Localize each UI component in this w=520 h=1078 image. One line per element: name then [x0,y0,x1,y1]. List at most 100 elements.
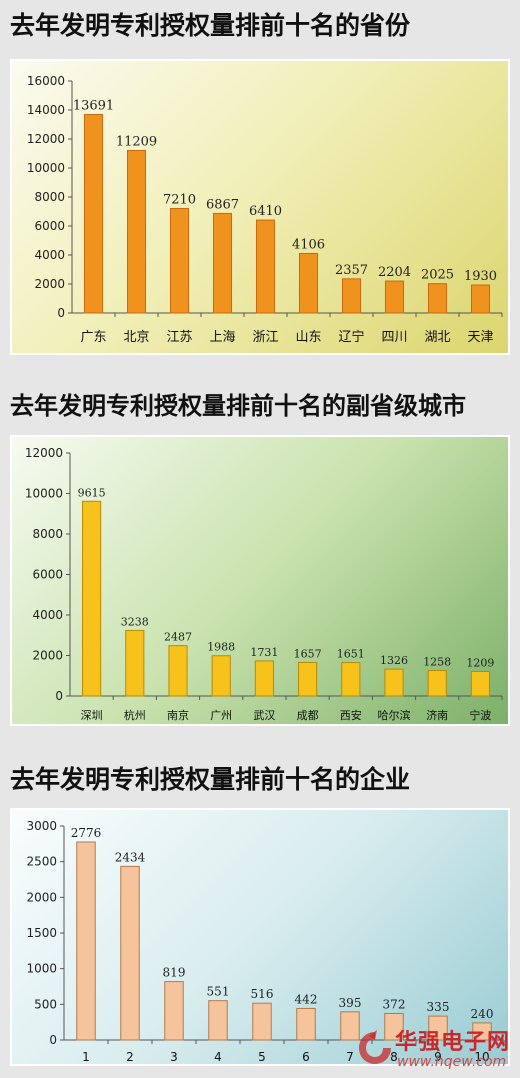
bar [470,284,491,314]
category-label: 南京 [167,708,189,722]
companies-chart-title: 去年发明专利授权量排前十名的企业 [10,765,411,794]
bar-value-label: 1930 [464,269,497,284]
bar-value-label: 2434 [115,850,146,864]
category-label: 广东 [80,330,106,345]
category-label: 成都 [297,709,319,722]
bar-value-label: 335 [427,1000,450,1014]
category-label: 3 [170,1050,178,1064]
bar [428,1015,448,1041]
bar-value-label: 240 [471,1007,494,1021]
category-label: 宁波 [469,708,491,722]
bar-value-label: 7210 [163,192,196,207]
bar-value-label: 2204 [378,265,411,280]
bar [168,645,188,697]
bar-value-label: 6867 [206,197,239,212]
category-label: 4 [214,1050,222,1064]
bar [341,662,361,697]
category-label: 浙江 [252,330,278,345]
bar-value-label: 1988 [207,641,235,654]
bar-value-label: 13691 [73,98,114,113]
bar [83,113,104,314]
y-tick-label: 1500 [26,926,57,940]
bar [470,671,490,697]
provinces-chart: 0 2000 4000 6000 8000 10000 12000 14000 16000 136… [10,59,510,355]
y-tick-label: 2000 [32,649,63,663]
category-label: 8 [390,1050,398,1064]
y-tick-label: 4000 [32,608,63,622]
category-label: 1 [82,1050,90,1064]
bar-value-label: 1651 [337,648,365,661]
category-label: 四川 [381,330,407,345]
bar-value-label: 11209 [116,134,157,149]
bar-value-label: 819 [163,966,186,980]
bar-value-label: 2487 [164,631,192,644]
category-label: 江苏 [166,329,192,345]
category-label: 山东 [295,330,321,345]
y-tick-label: 12000 [25,446,63,460]
y-tick-label: 12000 [27,132,65,146]
category-label: 武汉 [253,709,275,722]
y-tick-label: 500 [34,997,57,1011]
category-label: 深圳 [81,709,103,722]
bar-value-label: 1258 [423,656,451,669]
category-label: 济南 [426,708,448,722]
y-tick-label: 10000 [27,161,65,175]
category-label: 湖北 [424,330,450,345]
y-tick-label: 4000 [34,248,65,262]
bar [208,1000,228,1041]
bar-value-label: 1731 [250,646,278,659]
y-tick-label: 3000 [26,819,57,833]
bar-value-label: 2776 [71,826,102,840]
bar-value-label: 4106 [292,237,325,252]
bar-value-label: 551 [207,985,230,999]
category-label: 上海 [209,330,235,345]
category-label: 5 [258,1050,266,1064]
category-label: 北京 [123,330,149,345]
category-label: 杭州 [124,708,146,722]
category-label: 天津 [467,330,493,345]
bar [255,219,276,314]
bar [211,655,231,697]
category-label: 7 [346,1050,354,1064]
bar-value-label: 1209 [466,657,494,670]
watermark-text: 华强电子网 [395,1030,511,1055]
bar-value-label: 1657 [294,647,322,660]
bar [296,1007,316,1041]
bar [126,149,147,314]
bar-value-label: 442 [295,992,318,1006]
bar [384,280,405,314]
y-tick-label: 10000 [25,487,63,501]
y-tick-label: 8000 [34,190,65,204]
y-tick-label: 2000 [34,277,65,291]
bar [384,1012,404,1041]
bar [169,207,190,314]
bar-value-label: 395 [339,996,362,1010]
y-tick-label: 0 [49,1033,57,1047]
y-tick-label: 1000 [26,962,57,976]
site-watermark: 华强电子网 www.hqew.com [355,1022,520,1078]
bar [252,1002,272,1041]
watermark-url: www.hqew.com [397,1054,507,1070]
bar-value-label: 9615 [78,486,106,499]
bar [254,660,274,697]
bar-value-label: 372 [383,997,406,1011]
bar-value-label: 2025 [421,268,454,283]
category-label: 2 [126,1050,134,1064]
bar [472,1022,492,1041]
category-label: 西安 [340,708,362,722]
bar [298,252,319,314]
bar-value-label: 2357 [335,263,368,278]
cities-chart: 0 2000 4000 6000 8000 10000 12000 9615 深圳 3238 杭州 2… [10,435,510,726]
y-tick-label: 8000 [32,527,63,541]
category-label: 10 [474,1050,489,1064]
provinces-bar-chart: 0 2000 4000 6000 8000 10000 12000 14000 16000 136… [27,74,503,345]
category-label: 9 [434,1050,442,1064]
companies-chart: 0 500 1000 1500 2000 2500 3000 2776 1 2434 2 819 3 55… [10,808,510,1066]
bar [341,278,362,314]
bar [120,865,140,1041]
bar [164,981,184,1041]
y-tick-label: 0 [57,306,65,320]
bar [76,841,96,1041]
category-label: 辽宁 [338,329,364,345]
